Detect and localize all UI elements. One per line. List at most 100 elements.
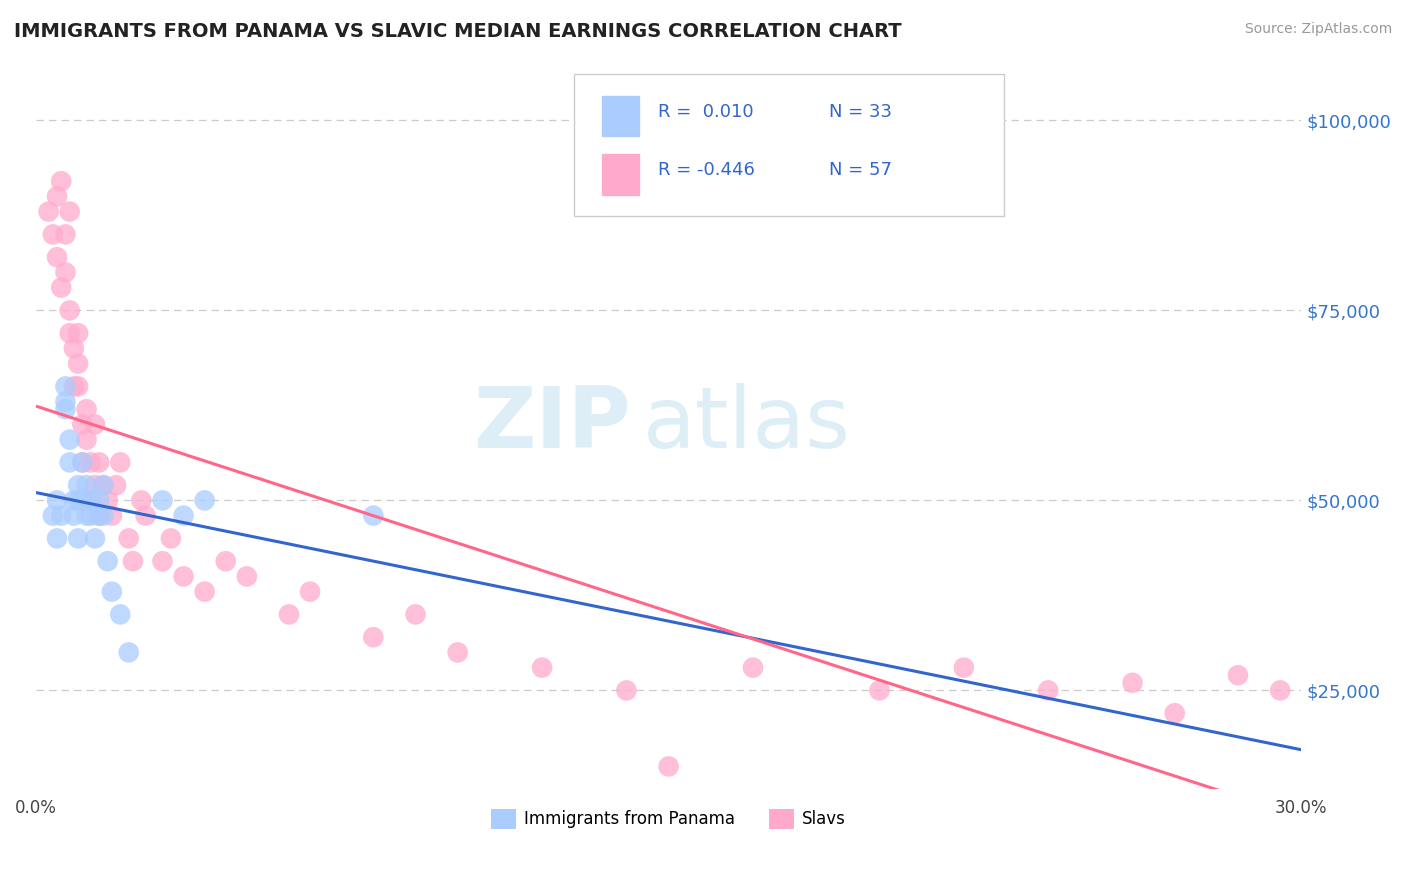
Text: N = 33: N = 33 [830,103,893,120]
Text: IMMIGRANTS FROM PANAMA VS SLAVIC MEDIAN EARNINGS CORRELATION CHART: IMMIGRANTS FROM PANAMA VS SLAVIC MEDIAN … [14,22,901,41]
Point [447,645,470,659]
Point [67,478,90,492]
Point [160,532,183,546]
Point [1270,683,1292,698]
Point [89,508,111,523]
Point [194,584,217,599]
Point [42,508,65,523]
Point [278,607,301,622]
Point [869,683,891,698]
Point [51,280,73,294]
Point [101,508,124,523]
Point [72,455,94,469]
Point [80,455,103,469]
Point [110,607,132,622]
Point [1227,668,1250,682]
Point [215,554,238,568]
Legend: Immigrants from Panama, Slavs: Immigrants from Panama, Slavs [485,802,852,836]
Point [67,379,90,393]
Point [51,174,73,188]
Point [76,433,98,447]
Point [105,478,128,492]
Point [55,402,77,417]
Point [1164,706,1187,721]
Point [63,379,86,393]
Bar [602,154,640,194]
Text: atlas: atlas [644,383,851,466]
Point [59,433,82,447]
Point [97,493,120,508]
Point [67,493,90,508]
Point [67,532,90,546]
Point [59,455,82,469]
Point [152,493,174,508]
Point [531,660,554,674]
Bar [602,96,640,136]
Point [46,250,69,264]
Point [616,683,638,698]
Point [42,227,65,242]
Point [89,455,111,469]
Point [46,493,69,508]
Point [76,508,98,523]
Point [97,554,120,568]
Point [658,759,681,773]
Point [1122,675,1144,690]
Point [72,417,94,432]
Point [236,569,259,583]
Point [63,508,86,523]
Point [76,478,98,492]
Point [93,508,115,523]
Point [46,532,69,546]
Point [55,379,77,393]
Point [118,645,141,659]
Point [89,508,111,523]
Point [80,493,103,508]
Point [953,660,976,674]
Text: ZIP: ZIP [472,383,631,466]
Text: Source: ZipAtlas.com: Source: ZipAtlas.com [1244,22,1392,37]
Point [110,455,132,469]
Point [173,569,195,583]
Text: N = 57: N = 57 [830,161,893,179]
Point [122,554,145,568]
Point [84,417,107,432]
Point [194,493,217,508]
Point [135,508,157,523]
Point [299,584,322,599]
Point [363,508,385,523]
Point [55,394,77,409]
Point [38,204,60,219]
Point [59,326,82,341]
Point [55,227,77,242]
Point [46,189,69,203]
Point [89,493,111,508]
Point [93,478,115,492]
Point [67,326,90,341]
Point [76,402,98,417]
Text: R = -0.446: R = -0.446 [658,161,755,179]
Point [67,357,90,371]
Point [363,630,385,644]
Point [80,508,103,523]
Point [63,493,86,508]
Point [55,265,77,279]
Point [80,493,103,508]
Point [84,532,107,546]
Point [101,584,124,599]
Point [118,532,141,546]
Point [173,508,195,523]
Point [72,493,94,508]
Point [152,554,174,568]
Point [72,455,94,469]
Point [405,607,427,622]
FancyBboxPatch shape [574,74,1004,217]
Point [84,478,107,492]
Point [742,660,765,674]
Point [1038,683,1060,698]
Point [63,342,86,356]
Point [59,204,82,219]
Point [51,508,73,523]
Text: R =  0.010: R = 0.010 [658,103,754,120]
Point [93,478,115,492]
